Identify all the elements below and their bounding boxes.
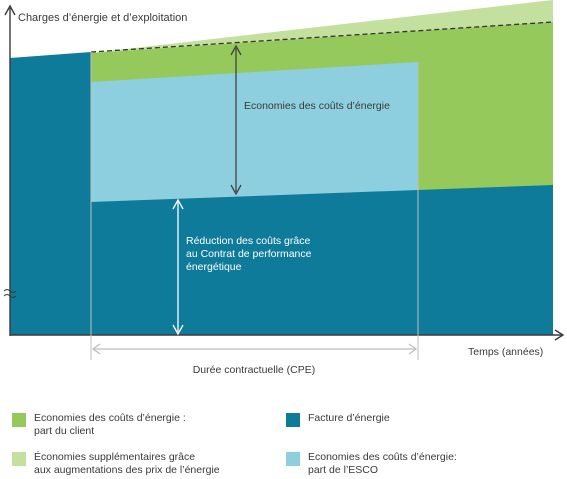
legend-item-energy-bill: Facture d’énergie (286, 412, 390, 427)
y-axis-label: Charges d’énergie et d’exploitation (18, 12, 187, 24)
legend-swatch-client-savings (12, 413, 26, 427)
legend-item-client-savings: Economies des coûts d’énergie : part du … (12, 412, 186, 438)
legend-label-client-savings: Economies des coûts d’énergie : part du … (34, 412, 186, 437)
savings-arrowhead-bottom (230, 184, 242, 196)
reduction-label-line-1: Réduction des coûts grâce (186, 235, 310, 247)
reduction-arrowhead-top (172, 198, 184, 210)
legend-item-esco-savings: Economies des coûts d’énergie: part de l… (286, 451, 457, 477)
legend-swatch-extra-savings (12, 452, 26, 466)
legend-label-extra-savings: Économies supplémentaires grâce aux augm… (34, 451, 220, 476)
x-axis-label: Temps (années) (468, 346, 543, 358)
legend-swatch-esco-savings (286, 452, 300, 466)
duration-arrowhead-left (91, 343, 101, 355)
savings-label: Economies des coûts d’énergie (244, 100, 390, 112)
savings-arrowhead-top (230, 44, 242, 56)
duration-label: Durée contractuelle (CPE) (193, 364, 316, 376)
x-axis-arrowhead (554, 329, 565, 341)
axis-break-icon (3, 289, 17, 298)
baseline-dashed-line (90, 21, 554, 53)
reduction-label-line-3: énergétique (186, 261, 242, 273)
legend-item-extra-savings: Économies supplémentaires grâce aux augm… (12, 451, 220, 477)
energy-bill-area-before (10, 52, 91, 335)
duration-arrowhead-right (408, 343, 418, 355)
energy-bill-area (91, 185, 553, 335)
y-axis-arrowhead (4, 4, 16, 16)
legend: Economies des coûts d’énergie : part du … (0, 400, 567, 479)
legend-label-energy-bill: Facture d’énergie (308, 412, 390, 424)
reduction-arrowhead-bottom (172, 324, 184, 336)
legend-swatch-energy-bill (286, 413, 300, 427)
reduction-label-line-2: au Contrat de performance (186, 248, 312, 260)
legend-label-esco-savings: Economies des coûts d’énergie: part de l… (308, 451, 457, 476)
cpe-diagram: Charges d’énergie et d’exploitation Temp… (3, 0, 565, 376)
